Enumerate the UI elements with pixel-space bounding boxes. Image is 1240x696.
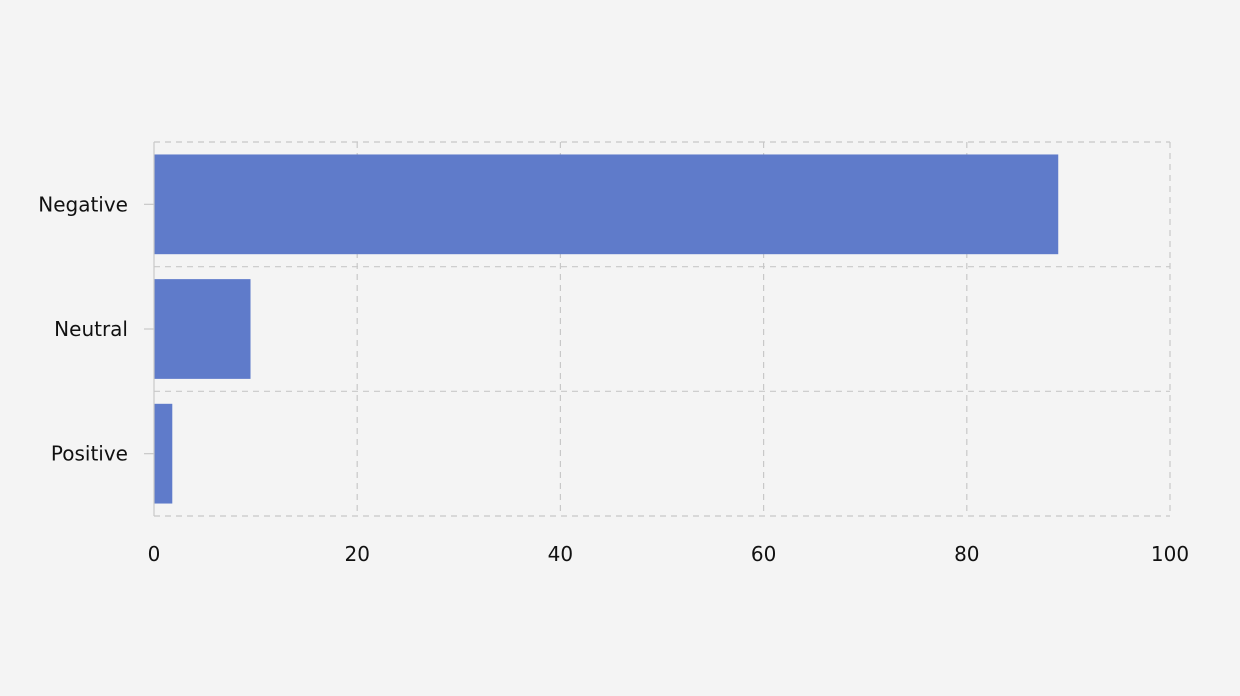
y-tick-label-positive: Positive [51,442,128,466]
x-tick-label-20: 20 [344,542,369,566]
x-tick-label-40: 40 [548,542,573,566]
x-tick-label-100: 100 [1151,542,1189,566]
x-tick-label-60: 60 [751,542,776,566]
bar-positive [154,403,173,504]
grid-layer [154,141,1171,517]
bar-negative [154,154,1059,255]
y-tick-label-neutral: Neutral [54,317,128,341]
x-tick-label-80: 80 [954,542,979,566]
bars-layer [154,154,1059,504]
axis-layer: Negative Neutral Positive 0 20 40 60 80 100 [38,142,1189,566]
x-tick-label-0: 0 [148,542,161,566]
bar-neutral [154,279,251,379]
y-tick-label-negative: Negative [38,192,128,216]
